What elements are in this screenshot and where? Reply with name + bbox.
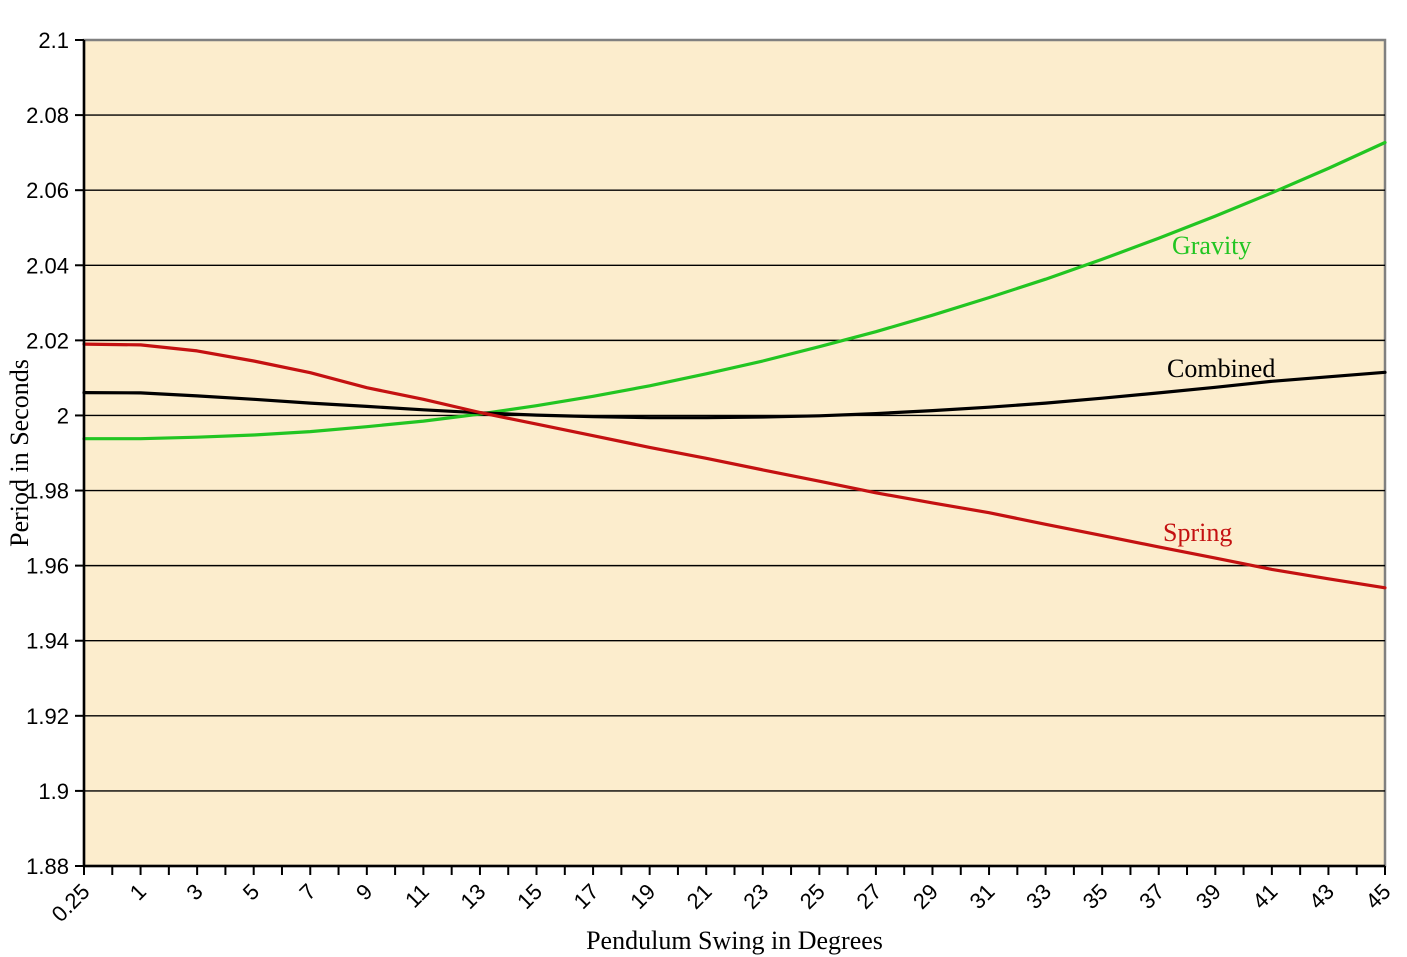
series-line-gravity [82,140,1387,441]
x-tick-label: 35 [1078,879,1113,914]
x-tick-label: 41 [1247,879,1282,914]
x-tick-label: 23 [738,879,773,914]
y-tick-label: 2.04 [26,253,69,278]
y-tick-label: 1.98 [26,479,69,504]
x-tick-label: 39 [1191,879,1226,914]
x-tick-label: 29 [908,879,943,914]
y-tick-label: 2.08 [26,103,69,128]
x-tick-label: 43 [1304,879,1339,914]
x-tick-label: 31 [965,879,1000,914]
x-tick-label: 9 [351,879,377,905]
x-tick-label: 27 [851,879,886,914]
x-tick-label: 3 [181,879,207,905]
x-tick-label: 0.25 [47,879,95,927]
y-tick-label: 1.96 [26,554,69,579]
y-tick-label: 2.1 [38,28,69,53]
y-axis-title: Period in Seconds [5,359,34,547]
x-tick-label: 45 [1361,879,1396,914]
plot-area [82,38,1387,868]
y-tick-label: 1.92 [26,704,69,729]
y-tick-label: 2 [57,403,69,428]
x-tick-label: 15 [512,879,547,914]
x-tick-label: 1 [125,879,151,905]
y-tick-label: 1.94 [26,629,69,654]
x-axis-title: Pendulum Swing in Degrees [586,926,883,955]
series-line-combined [82,370,1387,420]
x-tick-label: 7 [294,879,320,905]
y-tick-label: 1.88 [26,854,69,879]
x-tick-label: 19 [625,879,660,914]
series-label-spring: Spring [1163,518,1233,547]
y-tick-label: 2.02 [26,328,69,353]
x-tick-label: 13 [456,879,491,914]
series-label-combined: Combined [1167,354,1276,383]
x-tick-label: 17 [569,879,604,914]
x-tick-label: 33 [1021,879,1056,914]
series-label-gravity: Gravity [1172,231,1252,260]
series-line-spring [82,342,1387,590]
y-tick-label: 1.9 [38,779,69,804]
x-tick-label: 21 [682,879,717,914]
y-tick-label: 2.06 [26,178,69,203]
x-tick-label: 5 [238,879,264,905]
x-tick-label: 37 [1134,879,1169,914]
x-tick-label: 25 [795,879,830,914]
x-tick-label: 11 [400,879,434,913]
